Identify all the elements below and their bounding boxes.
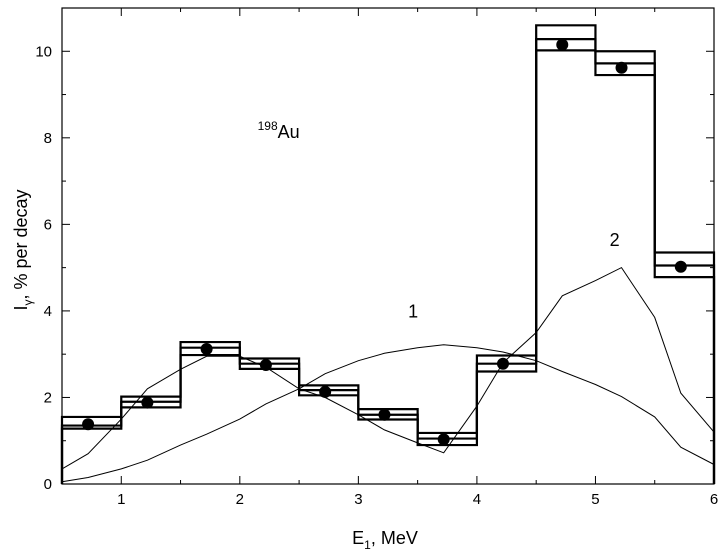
y-tick-label: 2 xyxy=(44,389,52,406)
model-curves xyxy=(61,266,715,483)
x-tick-label: 6 xyxy=(710,491,718,508)
x-tick-label: 5 xyxy=(591,491,599,508)
data-point xyxy=(141,396,154,409)
y-tick-label: 4 xyxy=(44,303,52,320)
curve-2 xyxy=(61,266,715,470)
data-point xyxy=(378,408,391,421)
plot-area-frame xyxy=(61,7,715,485)
isotope-label: 198Au xyxy=(258,119,300,142)
x-tick-label: 4 xyxy=(473,491,481,508)
y-tick-label: 6 xyxy=(44,216,52,233)
y-tick-label: 10 xyxy=(35,43,52,60)
y-axis-label: Iγ, % per decay xyxy=(11,189,35,310)
y-tick-label: 8 xyxy=(44,130,52,147)
curve-1 xyxy=(61,344,715,483)
curve-1-label: 1 xyxy=(408,301,418,321)
data-point xyxy=(674,260,687,273)
curve-2-label: 2 xyxy=(610,230,620,250)
histogram-upper-line xyxy=(60,24,716,484)
axis-ticks xyxy=(61,8,715,485)
x-tick-label: 2 xyxy=(236,491,244,508)
data-point xyxy=(615,61,628,74)
data-point xyxy=(259,359,272,371)
data-points xyxy=(82,38,687,446)
data-point xyxy=(82,418,95,431)
x-axis-label: E1, MeV xyxy=(352,528,418,552)
tick-labels: 1 2 3 4 5 6 0 2 4 6 8 10 xyxy=(35,43,718,508)
data-point xyxy=(496,357,509,370)
data-point xyxy=(319,385,332,398)
x-tick-label: 3 xyxy=(354,491,362,508)
data-point xyxy=(556,38,569,51)
data-point xyxy=(200,342,213,355)
y-tick-label: 0 xyxy=(44,476,52,493)
data-point xyxy=(437,433,450,446)
x-tick-label: 1 xyxy=(117,491,125,508)
